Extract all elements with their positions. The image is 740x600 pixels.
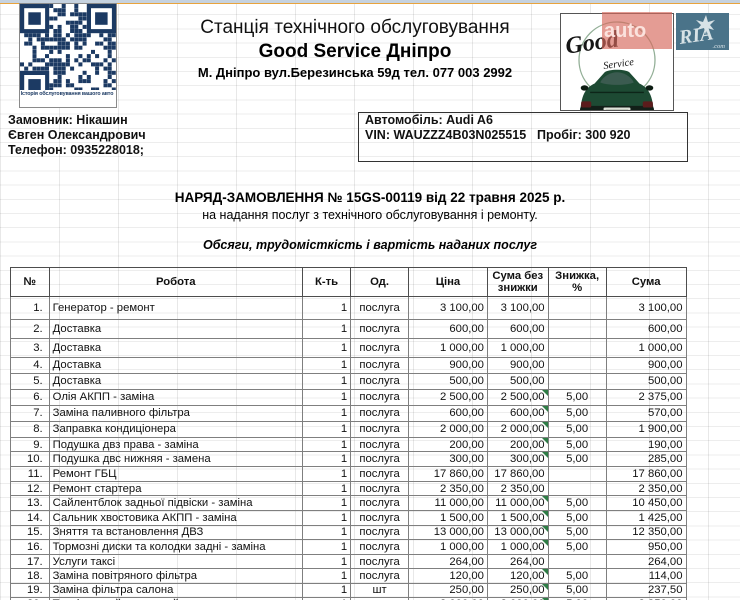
svg-text:RIA: RIA <box>677 22 715 49</box>
svg-text:.com: .com <box>713 43 726 50</box>
